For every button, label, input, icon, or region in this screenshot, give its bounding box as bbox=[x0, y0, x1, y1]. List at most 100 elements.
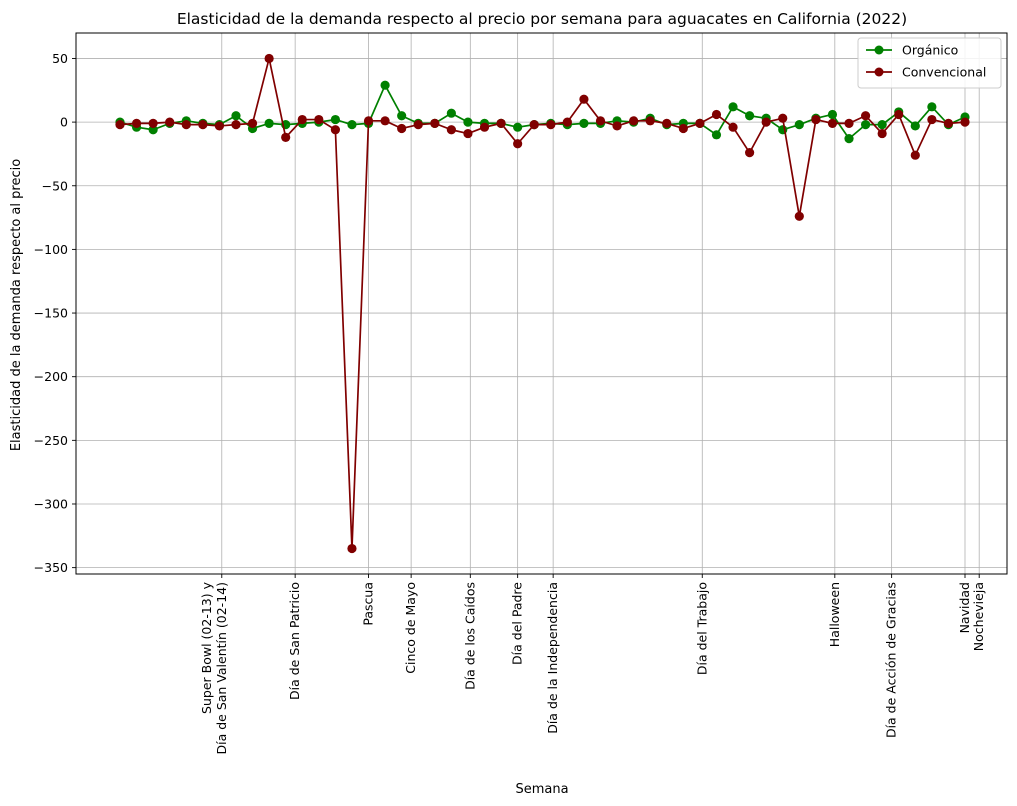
y-tick-label: −300 bbox=[34, 496, 68, 511]
x-tick-label: Pascua bbox=[361, 582, 376, 626]
data-point-organico bbox=[927, 102, 937, 112]
data-point-convencional bbox=[728, 122, 738, 132]
legend-marker-convencional bbox=[874, 67, 884, 77]
data-point-convencional bbox=[380, 116, 390, 126]
data-point-convencional bbox=[479, 122, 490, 132]
data-point-convencional bbox=[181, 120, 191, 130]
data-point-convencional bbox=[595, 116, 606, 126]
x-tick-label: Halloween bbox=[827, 582, 842, 647]
data-point-convencional bbox=[844, 118, 854, 128]
data-point-convencional bbox=[678, 123, 688, 134]
x-ticks: Super Bowl (02-13) y Día de San Valentín … bbox=[199, 574, 986, 755]
y-axis-label: Elasticidad de la demanda respecto al pr… bbox=[9, 159, 24, 451]
data-point-organico bbox=[794, 120, 804, 130]
data-point-convencional bbox=[960, 117, 970, 127]
data-point-convencional bbox=[463, 128, 473, 139]
data-point-convencional bbox=[877, 128, 887, 139]
data-point-convencional bbox=[363, 116, 374, 126]
data-point-convencional bbox=[811, 114, 821, 125]
data-point-organico bbox=[844, 134, 854, 144]
data-point-convencional bbox=[314, 114, 324, 125]
data-point-organico bbox=[397, 111, 407, 121]
series-layer bbox=[115, 53, 970, 554]
grid-layer bbox=[76, 33, 1007, 574]
data-point-convencional bbox=[347, 543, 357, 554]
data-point-convencional bbox=[529, 120, 539, 130]
legend: Orgánico Convencional bbox=[857, 37, 1002, 89]
data-point-convencional bbox=[662, 118, 672, 128]
data-point-organico bbox=[380, 80, 390, 90]
data-point-convencional bbox=[214, 121, 225, 131]
data-point-convencional bbox=[794, 211, 804, 221]
data-point-convencional bbox=[413, 120, 423, 130]
data-point-convencional bbox=[910, 150, 920, 160]
data-point-convencional bbox=[231, 120, 241, 130]
x-tick-label: Navidad bbox=[957, 582, 972, 633]
x-tick-label: Día de San Valentín (02-14) bbox=[214, 582, 229, 755]
y-tick-label: −50 bbox=[42, 178, 68, 193]
data-point-convencional bbox=[927, 114, 937, 125]
data-point-organico bbox=[513, 122, 523, 132]
legend-label-organico: Orgánico bbox=[902, 43, 958, 58]
x-tick-label: Día del Trabajo bbox=[694, 582, 709, 675]
data-point-organico bbox=[860, 120, 871, 130]
data-point-convencional bbox=[397, 123, 407, 134]
data-point-convencional bbox=[264, 53, 274, 64]
data-point-organico bbox=[877, 120, 887, 130]
data-point-convencional bbox=[778, 113, 788, 123]
y-tick-label: 50 bbox=[52, 51, 68, 66]
x-tick-label: Super Bowl (02-13) y bbox=[199, 581, 214, 714]
chart-title: Elasticidad de la demanda respecto al pr… bbox=[177, 10, 907, 28]
x-tick-label: Cinco de Mayo bbox=[403, 582, 418, 674]
x-tick-label: Día de la Independencia bbox=[545, 582, 560, 734]
x-tick-label: Día de Acción de Gracias bbox=[884, 582, 899, 738]
data-point-convencional bbox=[430, 118, 440, 128]
data-point-organico bbox=[827, 109, 838, 120]
x-tick-label: Día del Padre bbox=[510, 582, 525, 665]
data-point-convencional bbox=[562, 117, 572, 127]
x-tick-label: Nochevieja bbox=[971, 582, 986, 651]
data-point-organico bbox=[446, 108, 456, 118]
y-tick-label: −150 bbox=[34, 306, 68, 321]
y-tick-label: −250 bbox=[34, 433, 68, 448]
data-point-organico bbox=[711, 130, 722, 140]
data-point-organico bbox=[148, 125, 158, 135]
data-point-convencional bbox=[695, 118, 705, 128]
data-point-convencional bbox=[330, 125, 340, 135]
data-point-organico bbox=[745, 111, 755, 121]
data-point-convencional bbox=[115, 120, 125, 130]
data-point-organico bbox=[330, 114, 340, 125]
x-axis-label: Semana bbox=[515, 782, 568, 797]
series-line-convencional bbox=[119, 57, 966, 550]
data-point-convencional bbox=[198, 120, 208, 130]
data-point-convencional bbox=[579, 94, 589, 104]
data-point-convencional bbox=[513, 139, 523, 149]
legend-marker-organico bbox=[874, 45, 884, 55]
data-point-convencional bbox=[281, 132, 291, 142]
data-point-convencional bbox=[446, 125, 456, 135]
y-tick-label: −100 bbox=[34, 242, 68, 257]
plot-frame bbox=[75, 32, 1008, 575]
data-point-convencional bbox=[629, 116, 639, 126]
legend-box bbox=[857, 37, 1002, 89]
data-point-convencional bbox=[148, 118, 158, 128]
data-point-convencional bbox=[297, 114, 307, 125]
data-point-organico bbox=[728, 102, 738, 112]
data-point-convencional bbox=[165, 117, 175, 127]
data-point-convencional bbox=[745, 148, 755, 158]
y-ticks: 50 0 −50 −100 −150 −200 −250 −300 −350 bbox=[34, 51, 76, 575]
data-point-organico bbox=[910, 121, 920, 131]
data-point-organico bbox=[347, 120, 357, 130]
legend-label-convencional: Convencional bbox=[902, 65, 986, 80]
data-point-convencional bbox=[496, 118, 506, 128]
data-point-organico bbox=[264, 118, 274, 128]
data-point-convencional bbox=[131, 118, 142, 128]
data-point-convencional bbox=[860, 111, 871, 121]
y-tick-label: −200 bbox=[34, 369, 68, 384]
data-point-convencional bbox=[894, 109, 904, 120]
data-point-convencional bbox=[711, 109, 722, 120]
y-tick-label: −350 bbox=[34, 560, 68, 575]
data-point-convencional bbox=[761, 117, 771, 127]
data-point-organico bbox=[463, 117, 473, 127]
